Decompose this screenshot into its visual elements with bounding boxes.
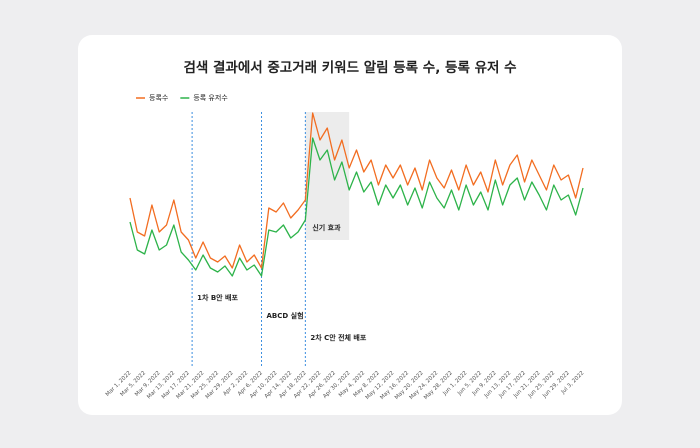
annotation-label: ABCD 실험 [267, 311, 304, 320]
legend-label: 등록 유저수 [193, 93, 228, 102]
card [78, 35, 622, 415]
chart-title: 검색 결과에서 중고거래 키워드 알림 등록 수, 등록 유저 수 [183, 59, 516, 76]
annotation-label: 2차 C안 전체 배포 [310, 333, 367, 342]
annotation-label: 1차 B안 배포 [197, 293, 238, 302]
series-line [129, 137, 584, 277]
shaded-region [305, 112, 350, 240]
shaded-label: 신기 효과 [312, 223, 341, 232]
legend-label: 등록수 [149, 94, 169, 102]
series-line [129, 112, 584, 269]
